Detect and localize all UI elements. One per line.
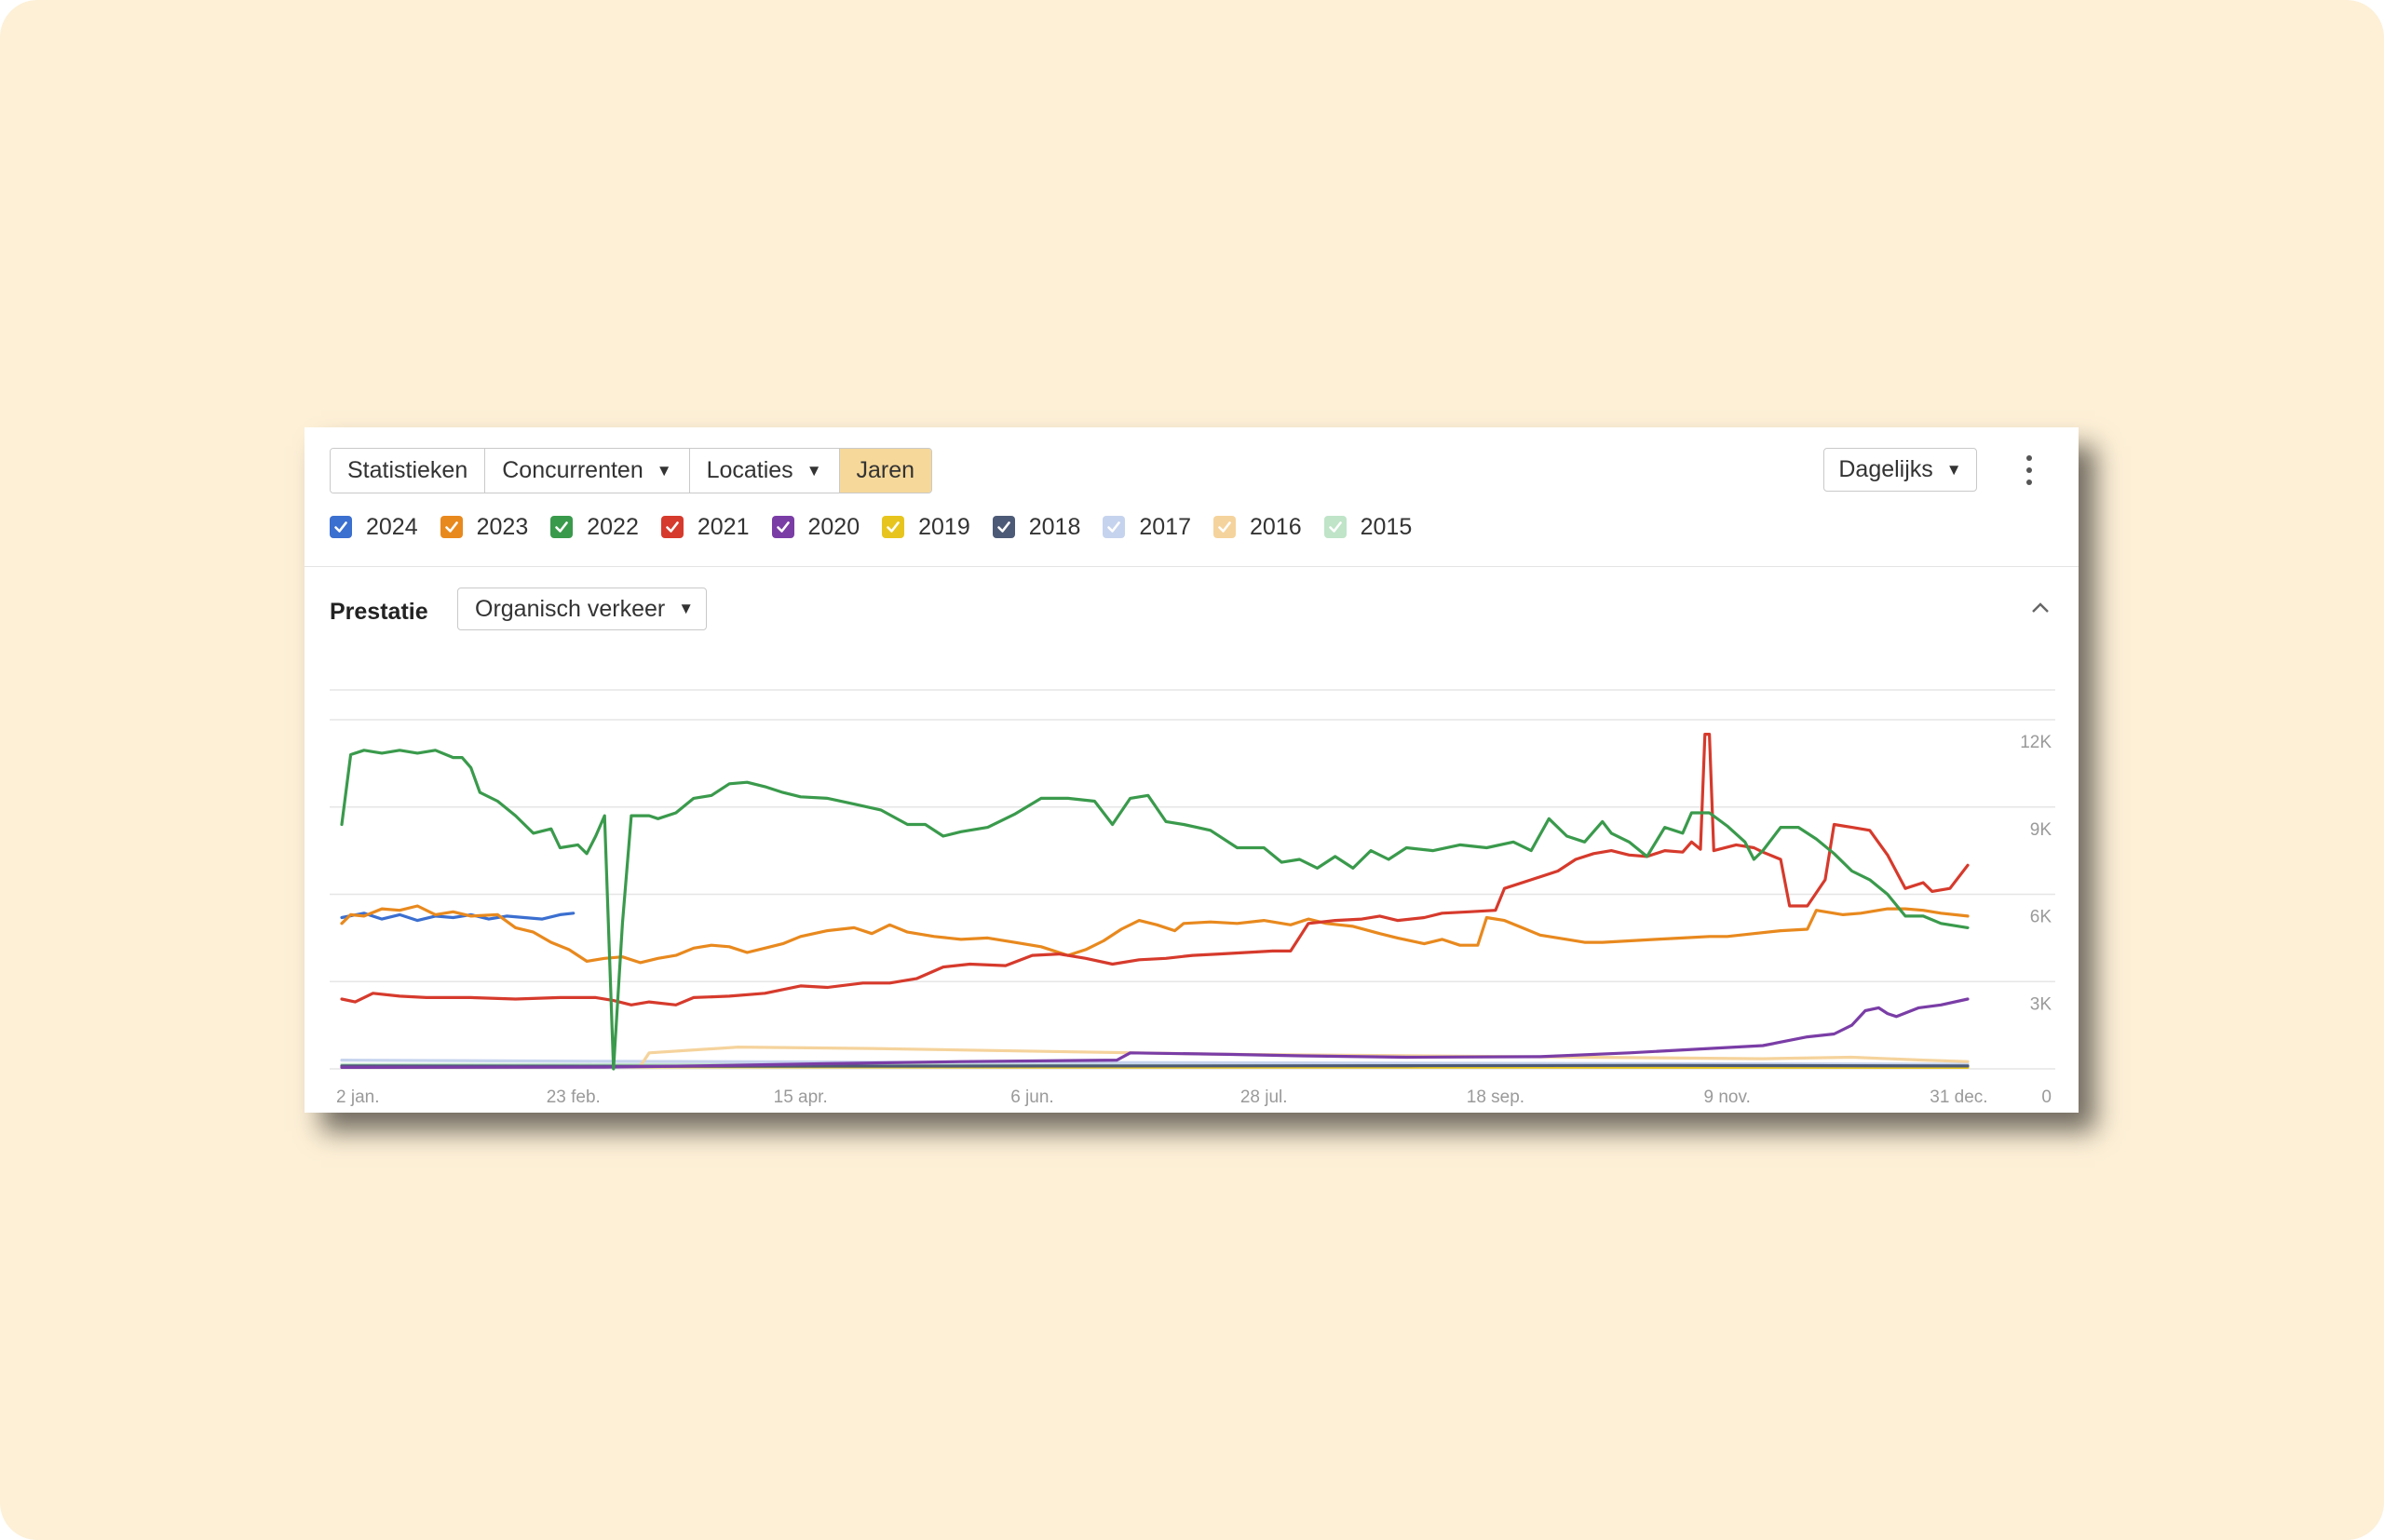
year-label: 2016 bbox=[1250, 513, 1302, 540]
year-label: 2021 bbox=[697, 513, 750, 540]
divider bbox=[305, 566, 2079, 567]
year-toggle-2023[interactable]: 2023 bbox=[440, 513, 529, 541]
caret-down-icon: ▼ bbox=[678, 600, 695, 617]
x-tick-label: 18 sep. bbox=[1467, 1087, 1524, 1107]
x-tick-label: 31 dec. bbox=[1930, 1087, 1987, 1107]
x-tick-label: 23 feb. bbox=[547, 1087, 601, 1107]
caret-down-icon: ▼ bbox=[656, 461, 672, 480]
year-toggle-2017[interactable]: 2017 bbox=[1103, 514, 1191, 541]
series-line-2020 bbox=[340, 997, 1970, 1069]
checkbox-icon[interactable] bbox=[882, 516, 905, 538]
traffic-chart: 0 3K 6K 9K 12K 2 jan. 23 feb. 15 apr. 6 jun. 28 j… bbox=[305, 651, 2079, 1113]
series-line-2021 bbox=[340, 732, 1970, 1006]
checkbox-icon[interactable] bbox=[1213, 516, 1236, 538]
tab-statistieken[interactable]: Statistieken bbox=[331, 449, 486, 493]
year-label: 2024 bbox=[366, 513, 418, 540]
tab-jaren[interactable]: Jaren bbox=[839, 449, 932, 493]
section-title: Prestatie bbox=[330, 599, 428, 625]
year-toggle-2020[interactable]: 2020 bbox=[771, 513, 860, 541]
frequency-dropdown[interactable]: Dagelijks ▼ bbox=[1823, 448, 1977, 492]
year-toggle-2022[interactable]: 2022 bbox=[550, 514, 639, 541]
year-label: 2023 bbox=[476, 513, 529, 540]
series-line-2023 bbox=[340, 904, 1970, 965]
checkbox-icon[interactable] bbox=[330, 516, 352, 538]
caret-down-icon: ▼ bbox=[806, 461, 822, 480]
frequency-label: Dagelijks bbox=[1838, 456, 1933, 482]
checkbox-icon[interactable] bbox=[771, 516, 794, 538]
tab-label: Concurrenten bbox=[502, 457, 643, 483]
y-tick-label: 0 bbox=[2041, 1087, 2052, 1107]
x-tick-label: 15 apr. bbox=[774, 1087, 828, 1107]
chevron-up-icon[interactable] bbox=[2027, 595, 2053, 621]
year-toggle-2021[interactable]: 2021 bbox=[660, 513, 750, 541]
tab-locaties[interactable]: Locaties ▼ bbox=[689, 449, 840, 493]
year-label: 2022 bbox=[587, 513, 639, 540]
x-tick-label: 2 jan. bbox=[336, 1087, 379, 1107]
tab-label: Jaren bbox=[856, 457, 915, 483]
tab-concurrenten[interactable]: Concurrenten ▼ bbox=[485, 449, 690, 493]
series-line-2022 bbox=[340, 749, 1970, 1071]
year-label: 2018 bbox=[1028, 513, 1081, 540]
caret-down-icon: ▼ bbox=[1945, 460, 1962, 479]
checkbox-icon[interactable] bbox=[660, 516, 684, 538]
checkbox-icon[interactable] bbox=[1323, 516, 1347, 538]
year-label: 2017 bbox=[1139, 513, 1191, 540]
year-toggle-2019[interactable]: 2019 bbox=[882, 514, 970, 541]
view-tabs: Statistieken Concurrenten ▼ Locaties ▼ J… bbox=[330, 448, 933, 493]
y-tick-label: 6K bbox=[2030, 908, 2052, 927]
year-label: 2015 bbox=[1360, 513, 1413, 540]
checkbox-icon[interactable] bbox=[992, 516, 1015, 538]
checkbox-icon[interactable] bbox=[1103, 516, 1126, 538]
x-tick-label: 6 jun. bbox=[1010, 1087, 1053, 1107]
year-toggle-2018[interactable]: 2018 bbox=[992, 513, 1081, 541]
tab-label: Locaties bbox=[706, 457, 793, 483]
year-legend: 2024 2023 2022 2021 2020 2019 2018 2017 2016 2015 bbox=[330, 512, 1434, 542]
checkbox-icon[interactable] bbox=[440, 516, 463, 538]
year-toggle-2016[interactable]: 2016 bbox=[1213, 514, 1302, 541]
year-toggle-2024[interactable]: 2024 bbox=[330, 514, 418, 541]
chart-card: Statistieken Concurrenten ▼ Locaties ▼ J… bbox=[305, 427, 2079, 1113]
x-tick-label: 28 jul. bbox=[1240, 1087, 1288, 1107]
metric-dropdown[interactable]: Organisch verkeer ▼ bbox=[457, 588, 707, 630]
tab-label: Statistieken bbox=[347, 457, 468, 483]
chart-svg: 0 3K 6K 9K 12K 2 jan. 23 feb. 15 apr. 6 jun. 28 j… bbox=[330, 689, 2055, 1107]
y-tick-label: 12K bbox=[2020, 733, 2052, 752]
more-vertical-icon[interactable] bbox=[2020, 455, 2039, 485]
x-tick-label: 9 nov. bbox=[1704, 1087, 1751, 1107]
year-label: 2020 bbox=[807, 513, 860, 540]
metric-label: Organisch verkeer bbox=[475, 595, 666, 622]
year-toggle-2015[interactable]: 2015 bbox=[1323, 513, 1413, 541]
checkbox-icon[interactable] bbox=[550, 516, 574, 538]
series-line-2024 bbox=[340, 912, 576, 923]
y-tick-label: 3K bbox=[2030, 994, 2052, 1014]
year-label: 2019 bbox=[918, 513, 970, 540]
y-tick-label: 9K bbox=[2030, 820, 2052, 840]
